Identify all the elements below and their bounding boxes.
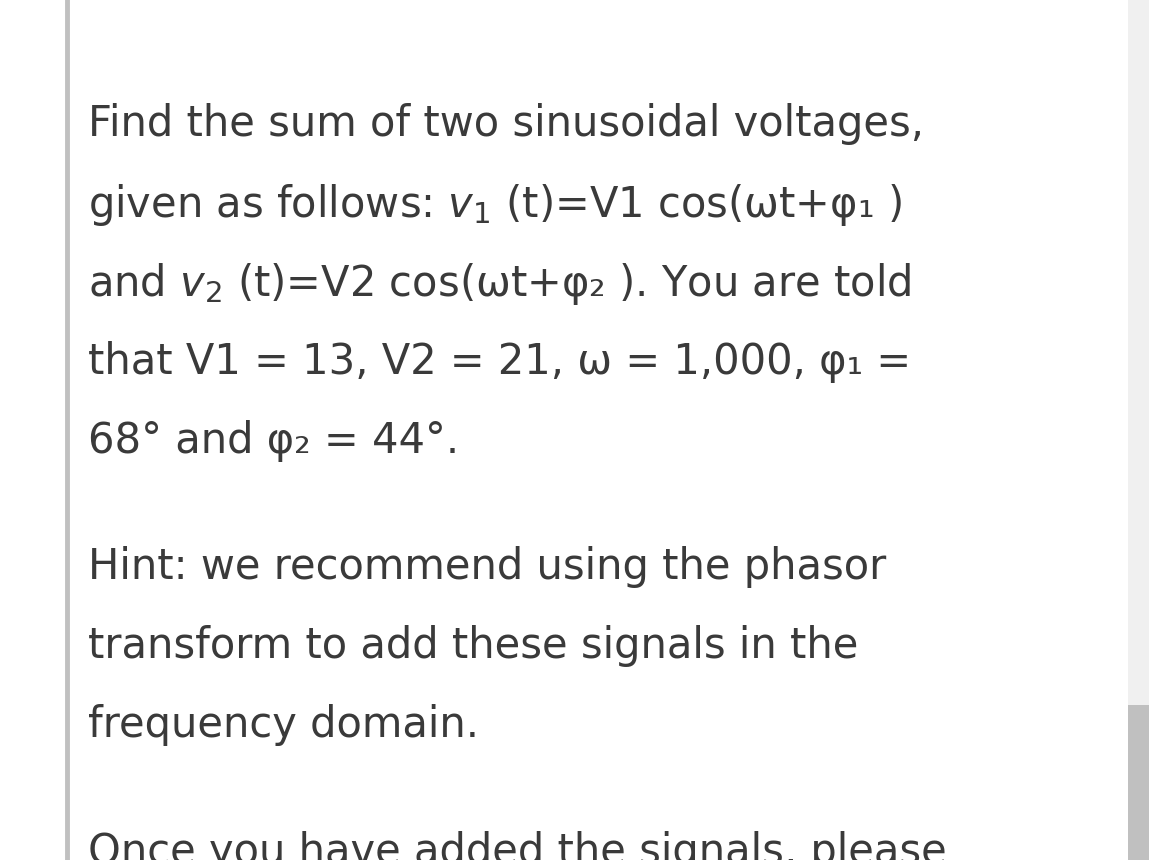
Text: Once you have added the signals, please: Once you have added the signals, please bbox=[88, 831, 947, 860]
Text: Hint: we recommend using the phasor: Hint: we recommend using the phasor bbox=[88, 546, 886, 588]
Bar bbox=[1128, 705, 1149, 860]
Text: and $v_2$ (t)=V2 cos(ωt+φ₂ ). You are told: and $v_2$ (t)=V2 cos(ωt+φ₂ ). You are to… bbox=[88, 261, 911, 307]
Text: given as follows: $v_1$ (t)=V1 cos(ωt+φ₁ ): given as follows: $v_1$ (t)=V1 cos(ωt+φ₁… bbox=[88, 182, 902, 228]
Text: frequency domain.: frequency domain. bbox=[88, 704, 479, 746]
Text: that V1 = 13, V2 = 21, ω = 1,000, φ₁ =: that V1 = 13, V2 = 21, ω = 1,000, φ₁ = bbox=[88, 341, 911, 383]
Bar bbox=[1128, 0, 1149, 860]
Text: Find the sum of two sinusoidal voltages,: Find the sum of two sinusoidal voltages, bbox=[88, 103, 924, 145]
Text: 68° and φ₂ = 44°.: 68° and φ₂ = 44°. bbox=[88, 420, 459, 462]
Text: transform to add these signals in the: transform to add these signals in the bbox=[88, 625, 858, 667]
